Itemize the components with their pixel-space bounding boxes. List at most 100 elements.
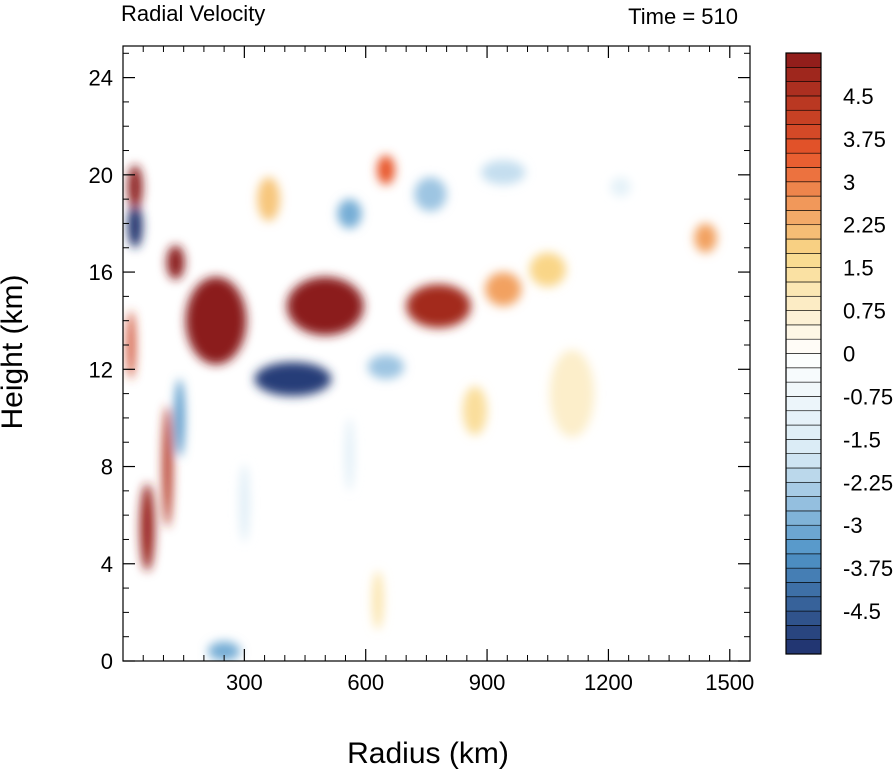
colorbar-swatch xyxy=(785,453,822,469)
colorbar-swatch xyxy=(785,524,822,540)
colorbar-swatch xyxy=(785,267,822,283)
chart-title-left: Radial Velocity xyxy=(121,1,265,26)
velocity-feature xyxy=(174,379,185,457)
chart-title-right: Time = 510 xyxy=(628,4,738,29)
y-tick-label: 0 xyxy=(101,649,113,674)
colorbar-swatch xyxy=(785,353,822,369)
colorbar-swatch xyxy=(785,109,822,125)
velocity-feature xyxy=(529,252,566,287)
y-axis-label: Height (km) xyxy=(0,274,29,429)
colorbar-swatch xyxy=(785,324,822,340)
velocity-feature xyxy=(162,405,173,528)
colorbar-swatch xyxy=(785,539,822,555)
colorbar-swatch xyxy=(785,510,822,526)
colorbar-swatch xyxy=(785,467,822,483)
colorbar-swatch xyxy=(785,310,822,326)
colorbar-swatch xyxy=(785,396,822,412)
velocity-feature xyxy=(239,464,250,542)
colorbar-frame xyxy=(785,52,822,655)
velocity-feature xyxy=(377,155,395,185)
axes: 300 600 900 1200 1500 0 4 8 12 16 20 24 xyxy=(89,46,754,695)
velocity-feature xyxy=(485,272,522,307)
velocity-feature xyxy=(207,641,241,661)
colorbar-swatch xyxy=(785,124,822,140)
colorbar-swatch xyxy=(785,95,822,111)
colorbar-swatch xyxy=(785,639,822,655)
colorbar-label: 0 xyxy=(843,342,855,367)
x-tick-label: 300 xyxy=(226,670,263,695)
velocity-feature xyxy=(372,571,384,630)
colorbar-swatch xyxy=(785,481,822,497)
colorbar-swatch xyxy=(785,152,822,168)
colorbar-swatch xyxy=(785,338,822,354)
colorbar-swatch xyxy=(785,224,822,240)
colorbar-label: 1.5 xyxy=(843,256,874,281)
colorbar-swatch xyxy=(785,81,822,97)
colorbar-swatch xyxy=(785,253,822,268)
y-tick-label: 12 xyxy=(89,357,113,382)
y-tick-label: 16 xyxy=(89,260,113,285)
velocity-feature xyxy=(414,177,447,212)
colorbar-label: -3.75 xyxy=(843,556,893,581)
velocity-feature xyxy=(337,199,362,229)
colorbar-swatch xyxy=(785,625,822,640)
x-tick-label: 1200 xyxy=(584,670,633,695)
velocity-feature xyxy=(367,354,405,380)
colorbar-label: 3 xyxy=(843,170,855,195)
velocity-feature xyxy=(127,310,136,380)
velocity-field xyxy=(127,155,717,661)
velocity-feature xyxy=(257,177,280,222)
colorbar-swatch xyxy=(785,496,822,512)
colorbar-label: -0.75 xyxy=(843,384,893,409)
colorbar-label: 0.75 xyxy=(843,299,886,324)
colorbar-swatch xyxy=(785,410,822,426)
y-tick-label: 24 xyxy=(89,66,113,91)
colorbar-swatch xyxy=(785,167,822,183)
colorbar-label: -1.5 xyxy=(843,427,881,452)
velocity-feature xyxy=(406,284,471,328)
velocity-feature xyxy=(694,223,717,253)
colorbar-swatch xyxy=(785,439,822,454)
colorbar-swatch xyxy=(785,195,822,211)
x-axis-label: Radius (km) xyxy=(347,737,509,770)
colorbar-swatch xyxy=(785,424,822,440)
colorbar-swatch xyxy=(785,367,822,383)
colorbar-label: 4.5 xyxy=(843,84,874,109)
colorbar-swatch xyxy=(785,582,822,598)
colorbar-swatch xyxy=(785,295,822,311)
colorbar-swatch xyxy=(785,181,822,197)
x-tick-label: 1500 xyxy=(705,670,754,695)
colorbar-swatch xyxy=(785,138,822,154)
colorbar-label: 3.75 xyxy=(843,127,886,152)
velocity-feature xyxy=(286,276,364,336)
plot-frame xyxy=(122,45,751,662)
velocity-feature xyxy=(185,276,247,365)
x-tick-label: 900 xyxy=(469,670,506,695)
velocity-feature xyxy=(127,204,143,248)
colorbar-label: -2.25 xyxy=(843,470,893,495)
velocity-feature xyxy=(166,245,185,280)
colorbar-swatch xyxy=(785,596,822,612)
velocity-feature xyxy=(139,483,155,572)
velocity-feature xyxy=(480,160,526,185)
colorbar-label: -4.5 xyxy=(843,599,881,624)
velocity-feature xyxy=(254,362,332,397)
colorbar-swatch xyxy=(785,610,822,626)
colorbar-label: -3 xyxy=(843,513,863,538)
y-tick-label: 20 xyxy=(89,163,113,188)
colorbar: 4.5 3.75 3 2.25 1.5 0.75 0 -0.75 -1.5 -2.25 -3 -3.7… xyxy=(785,52,893,655)
y-tick-label: 8 xyxy=(101,455,113,480)
velocity-feature xyxy=(549,349,595,438)
colorbar-swatch xyxy=(785,553,822,569)
colorbar-swatch xyxy=(785,238,822,254)
colorbar-swatch xyxy=(785,52,822,68)
colorbar-swatch xyxy=(785,567,822,583)
velocity-feature xyxy=(345,417,354,491)
velocity-feature xyxy=(462,386,488,435)
y-tick-label: 4 xyxy=(101,552,113,577)
colorbar-swatch xyxy=(785,210,822,226)
velocity-feature xyxy=(127,165,143,209)
colorbar-swatch xyxy=(785,381,822,397)
x-tick-label: 600 xyxy=(347,670,384,695)
